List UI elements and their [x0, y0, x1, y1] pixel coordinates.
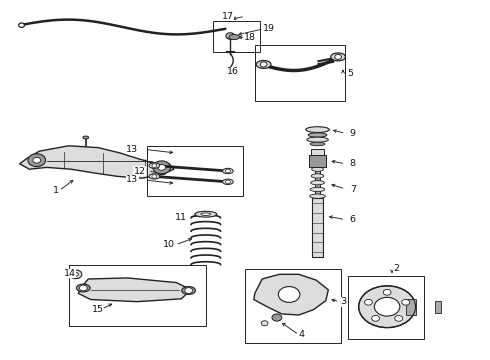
Circle shape — [185, 288, 193, 293]
Text: 5: 5 — [347, 69, 353, 78]
Text: 16: 16 — [227, 68, 239, 77]
Ellipse shape — [182, 287, 196, 294]
Bar — [348, 276, 424, 339]
Ellipse shape — [306, 127, 329, 132]
Text: 1: 1 — [53, 186, 59, 195]
Circle shape — [374, 297, 400, 316]
Circle shape — [228, 68, 233, 71]
Ellipse shape — [307, 137, 328, 142]
Ellipse shape — [201, 213, 211, 215]
Circle shape — [74, 273, 78, 276]
Circle shape — [365, 300, 372, 305]
Ellipse shape — [310, 142, 325, 146]
Circle shape — [272, 314, 282, 321]
Ellipse shape — [256, 60, 271, 68]
Circle shape — [19, 23, 25, 27]
Polygon shape — [254, 274, 328, 315]
Bar — [245, 269, 341, 343]
Text: 13: 13 — [126, 175, 138, 184]
Circle shape — [70, 270, 82, 279]
Ellipse shape — [222, 179, 233, 184]
Circle shape — [402, 300, 410, 305]
Ellipse shape — [76, 284, 90, 292]
Ellipse shape — [311, 174, 324, 178]
Text: 15: 15 — [92, 305, 104, 314]
Text: 10: 10 — [163, 240, 175, 249]
Bar — [255, 45, 345, 101]
Text: 2: 2 — [393, 264, 399, 273]
Text: 11: 11 — [175, 213, 187, 222]
Circle shape — [152, 164, 157, 167]
Circle shape — [226, 33, 235, 39]
Ellipse shape — [331, 53, 345, 61]
Bar — [147, 146, 243, 196]
Ellipse shape — [311, 180, 324, 185]
Circle shape — [79, 285, 87, 291]
Ellipse shape — [222, 168, 233, 174]
Bar — [311, 149, 324, 155]
Circle shape — [158, 165, 166, 170]
Bar — [435, 301, 441, 313]
Circle shape — [371, 315, 379, 321]
Polygon shape — [78, 278, 191, 302]
Ellipse shape — [310, 187, 325, 192]
Text: 8: 8 — [350, 159, 356, 168]
Ellipse shape — [149, 174, 160, 179]
Text: 19: 19 — [263, 24, 274, 33]
Text: 6: 6 — [350, 215, 356, 224]
Text: 7: 7 — [350, 184, 356, 194]
Bar — [309, 155, 326, 167]
Text: 12: 12 — [134, 166, 146, 175]
Circle shape — [225, 180, 230, 184]
Bar — [315, 169, 320, 198]
Circle shape — [261, 321, 268, 326]
Text: 17: 17 — [222, 12, 234, 21]
Circle shape — [225, 169, 230, 173]
Circle shape — [28, 154, 46, 167]
Bar — [312, 198, 323, 257]
Ellipse shape — [310, 194, 325, 198]
Bar — [213, 21, 260, 52]
Text: 3: 3 — [340, 297, 346, 306]
Ellipse shape — [195, 211, 217, 217]
Circle shape — [395, 315, 403, 321]
Text: 9: 9 — [350, 129, 356, 138]
Circle shape — [335, 54, 342, 59]
Circle shape — [153, 161, 171, 174]
Ellipse shape — [312, 167, 323, 171]
Polygon shape — [20, 146, 174, 178]
Ellipse shape — [308, 133, 327, 137]
Circle shape — [33, 157, 41, 163]
Circle shape — [359, 286, 416, 328]
Bar — [406, 299, 416, 315]
Ellipse shape — [83, 136, 89, 139]
Text: 14: 14 — [64, 269, 75, 278]
Circle shape — [152, 175, 157, 178]
Ellipse shape — [149, 163, 160, 168]
Bar — [69, 265, 206, 326]
Text: 13: 13 — [126, 145, 138, 154]
Ellipse shape — [229, 35, 240, 40]
Circle shape — [260, 62, 267, 67]
Circle shape — [278, 287, 300, 302]
Circle shape — [383, 289, 391, 295]
Text: 18: 18 — [244, 33, 256, 42]
Text: 4: 4 — [299, 330, 305, 339]
